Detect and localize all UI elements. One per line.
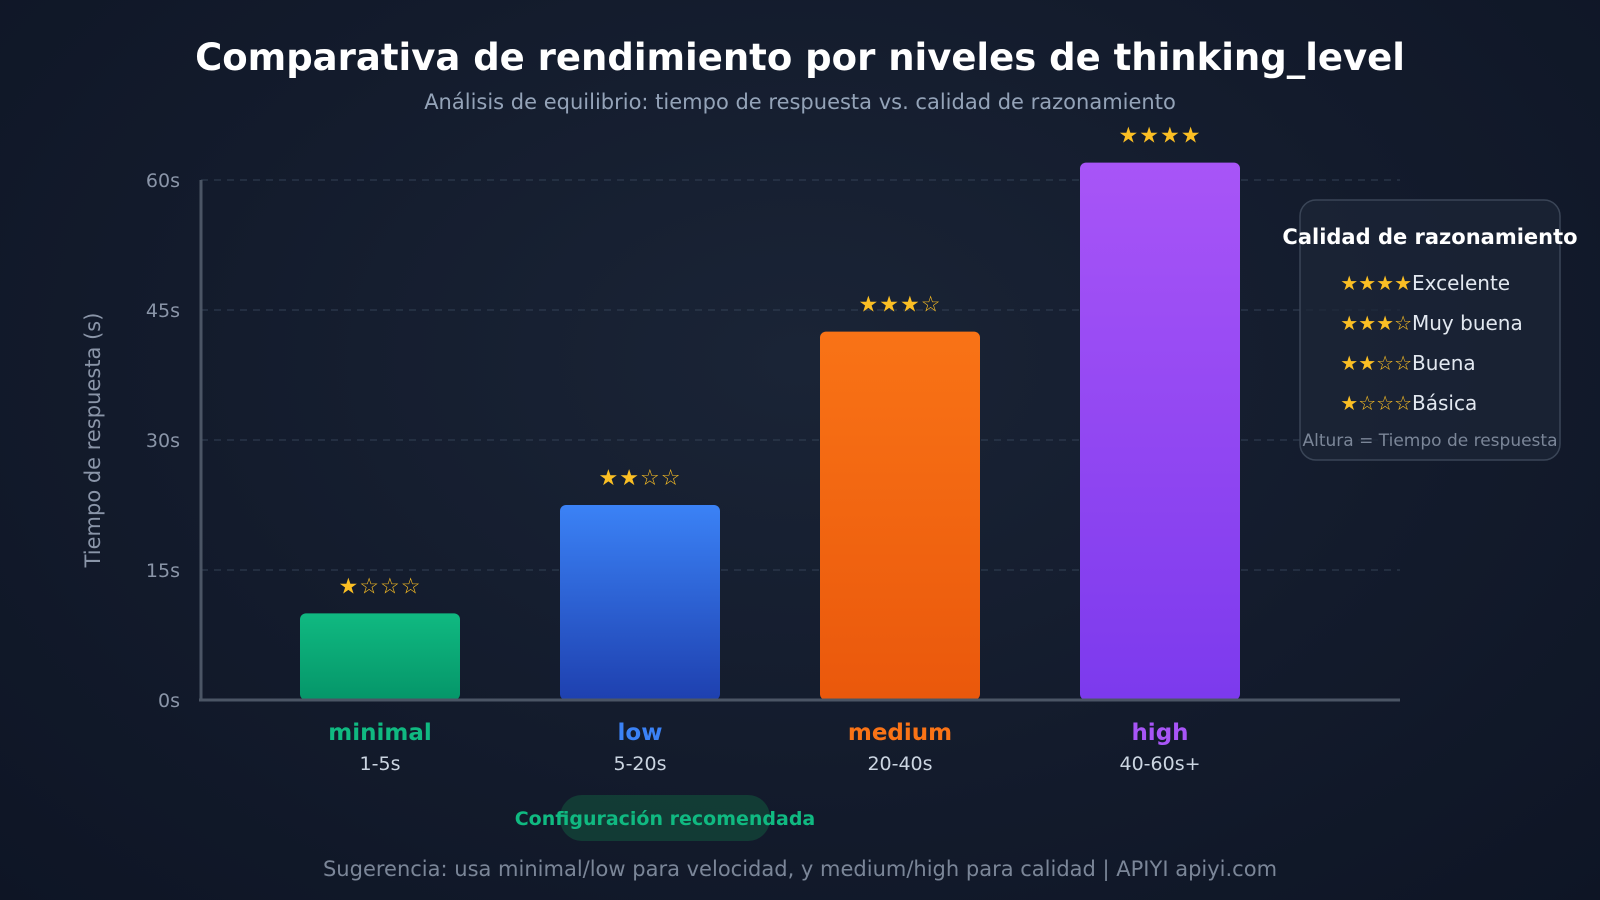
recommended-badge-bg	[560, 795, 770, 841]
footer-note: Sugerencia: usa minimal/low para velocid…	[323, 857, 1277, 882]
range-label-high: 40-60s+	[1119, 753, 1200, 775]
bar-low	[560, 505, 720, 700]
category-label-minimal: minimal	[328, 720, 431, 746]
bar-rating-medium: ★★★☆	[859, 293, 942, 318]
chart-title: Comparativa de rendimiento por niveles d…	[195, 36, 1405, 79]
bar-rating-high: ★★★★	[1119, 124, 1202, 149]
legend-stars: ★☆☆☆	[1340, 391, 1412, 415]
y-axis-ticks: 0s 15s 30s 45s 60s	[146, 170, 180, 712]
legend-title: Calidad de razonamiento	[1282, 225, 1577, 249]
range-label-minimal: 1-5s	[360, 753, 401, 775]
legend-label: Muy buena	[1412, 311, 1523, 335]
legend-stars: ★★★☆	[1340, 311, 1412, 335]
chart-subtitle: Análisis de equilibrio: tiempo de respue…	[424, 90, 1176, 114]
legend-label: Básica	[1412, 391, 1477, 415]
legend-items: ★★★★ Excelente★★★☆ Muy buena★★☆☆ Buena★☆☆☆ B…	[1340, 271, 1522, 415]
range-label-low: 5-20s	[613, 753, 666, 775]
bars: ★☆☆☆ ★★☆☆ ★★★☆ ★★★★	[300, 124, 1240, 700]
category-label-medium: medium	[848, 720, 952, 746]
legend-label: Excelente	[1412, 271, 1510, 295]
recommended-badge-text: Configuración recomendada	[515, 808, 816, 830]
category-label-low: low	[618, 720, 663, 746]
bar-rating-low: ★★☆☆	[599, 466, 682, 491]
bar-rating-minimal: ★☆☆☆	[339, 574, 422, 599]
bar-minimal	[300, 613, 460, 700]
x-axis-labels: minimal 1-5s low 5-20s medium 20-40s high 40-60…	[328, 720, 1200, 775]
y-tick-label: 0s	[158, 690, 180, 712]
bar-medium	[820, 331, 980, 700]
y-tick-label: 45s	[146, 300, 180, 322]
y-axis-label: Tiempo de respuesta (s)	[81, 313, 105, 569]
recommended-badge: Configuración recomendada	[515, 795, 816, 841]
y-tick-label: 60s	[146, 170, 180, 192]
range-label-medium: 20-40s	[867, 753, 932, 775]
legend-box	[1299, 199, 1561, 461]
legend-stars: ★★★★	[1340, 271, 1412, 295]
gridlines	[201, 179, 1400, 571]
legend-label: Buena	[1412, 351, 1476, 375]
bar-high	[1080, 162, 1240, 700]
legend: Calidad de razonamiento ★★★★ Excelente★★★…	[1282, 199, 1578, 461]
category-label-high: high	[1131, 720, 1188, 746]
legend-stars: ★★☆☆	[1340, 351, 1412, 375]
y-tick-label: 15s	[146, 560, 180, 582]
legend-note: Altura = Tiempo de respuesta	[1303, 431, 1558, 451]
y-tick-label: 30s	[146, 430, 180, 452]
